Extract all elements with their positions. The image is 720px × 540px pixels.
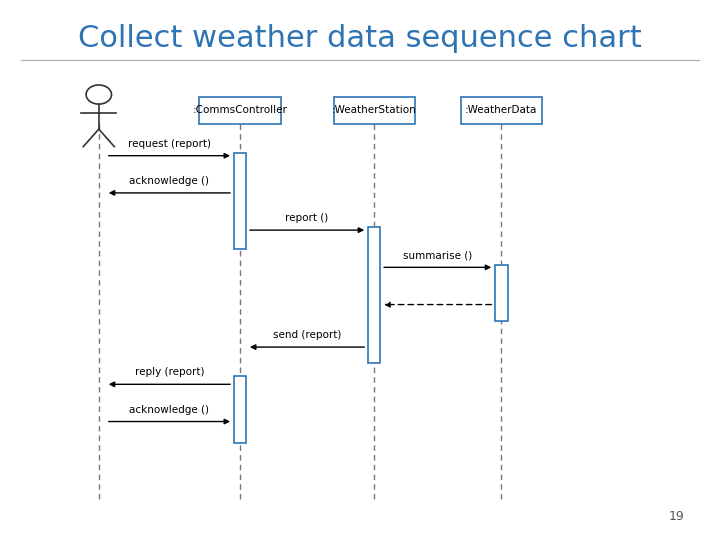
Text: summarise (): summarise () <box>403 251 472 260</box>
Bar <box>461 97 541 124</box>
Text: send (report): send (report) <box>273 330 341 340</box>
Text: acknowledge (): acknowledge () <box>130 404 210 415</box>
Bar <box>234 153 246 249</box>
Bar <box>333 97 415 124</box>
Text: Collect weather data sequence chart: Collect weather data sequence chart <box>78 24 642 53</box>
Text: :WeatherData: :WeatherData <box>465 105 537 116</box>
Bar <box>234 376 246 443</box>
Text: :CommsController: :CommsController <box>192 105 287 116</box>
Bar <box>199 97 281 124</box>
Text: acknowledge (): acknowledge () <box>130 176 210 186</box>
Text: request (report): request (report) <box>128 139 211 149</box>
Bar <box>495 265 508 321</box>
Text: 19: 19 <box>669 510 685 523</box>
Text: report (): report () <box>285 213 329 223</box>
Bar <box>368 227 380 363</box>
Text: reply (report): reply (report) <box>135 367 204 377</box>
Text: :WeatherStation: :WeatherStation <box>332 105 416 116</box>
